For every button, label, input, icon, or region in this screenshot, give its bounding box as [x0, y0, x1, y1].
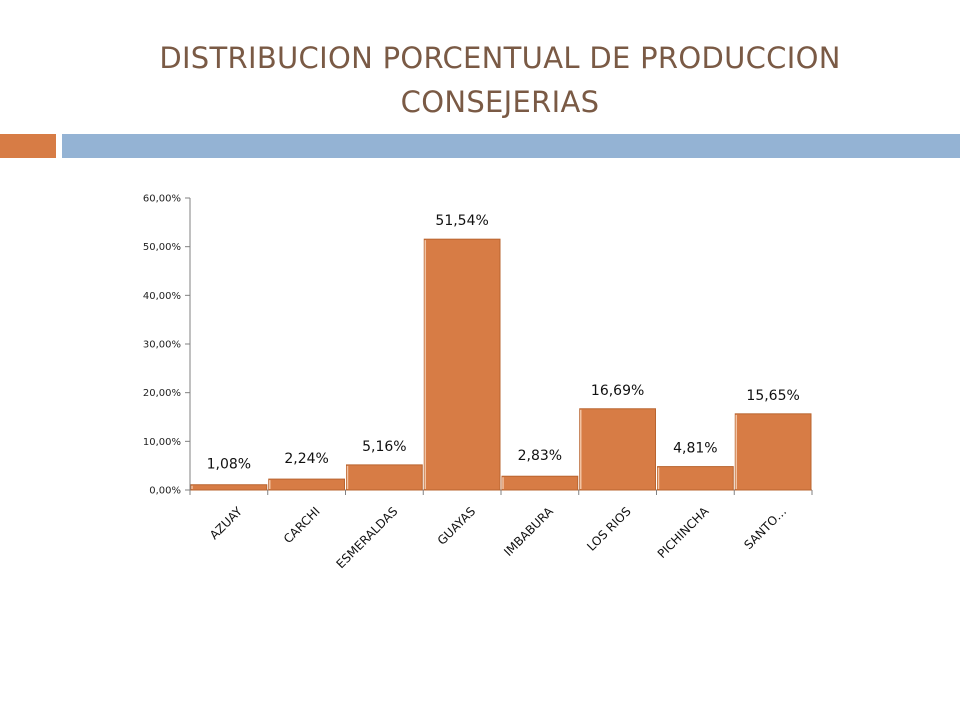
x-category-label: GUAYAS	[435, 504, 479, 548]
bar	[657, 466, 734, 491]
x-category-label: AZUAY	[207, 504, 246, 543]
slide-title-line-2: CONSEJERIAS	[400, 85, 600, 119]
data-label: 2,24%	[284, 451, 328, 467]
x-category-label: SANTO…	[741, 504, 789, 552]
y-tick-label: 10,00%	[143, 437, 181, 448]
data-label: 2,83%	[518, 448, 562, 464]
data-label: 51,54%	[435, 213, 488, 229]
data-label: 5,16%	[362, 439, 406, 455]
data-label: 15,65%	[746, 388, 799, 404]
bar	[268, 478, 345, 491]
y-tick-label: 30,00%	[143, 340, 181, 351]
x-category-label: PICHINCHA	[655, 504, 712, 561]
bar	[501, 475, 579, 491]
x-category-label: LOS RIOS	[584, 504, 634, 554]
data-label: 16,69%	[591, 383, 644, 399]
bar	[423, 238, 501, 491]
y-tick-label: 60,00%	[143, 194, 181, 205]
bar	[734, 413, 812, 491]
bar	[190, 484, 268, 491]
y-tick-label: 20,00%	[143, 388, 181, 399]
data-label: 1,08%	[207, 457, 251, 473]
x-category-label: ESMERALDAS	[333, 504, 400, 571]
bar	[579, 408, 656, 491]
slide-title-line-1: DISTRIBUCION PORCENTUAL DE PRODUCCION	[159, 41, 841, 75]
header-rule-bar	[62, 134, 960, 158]
bar	[346, 464, 423, 491]
accent-bar	[0, 134, 56, 158]
y-tick-label: 50,00%	[143, 242, 181, 253]
x-category-label: IMBABURA	[501, 504, 556, 559]
y-tick-label: 0,00%	[149, 486, 181, 497]
x-category-label: CARCHI	[281, 504, 323, 546]
data-label: 4,81%	[673, 441, 717, 457]
y-tick-label: 40,00%	[143, 291, 181, 302]
slide-title: DISTRIBUCION PORCENTUAL DE PRODUCCION CO…	[80, 36, 920, 124]
